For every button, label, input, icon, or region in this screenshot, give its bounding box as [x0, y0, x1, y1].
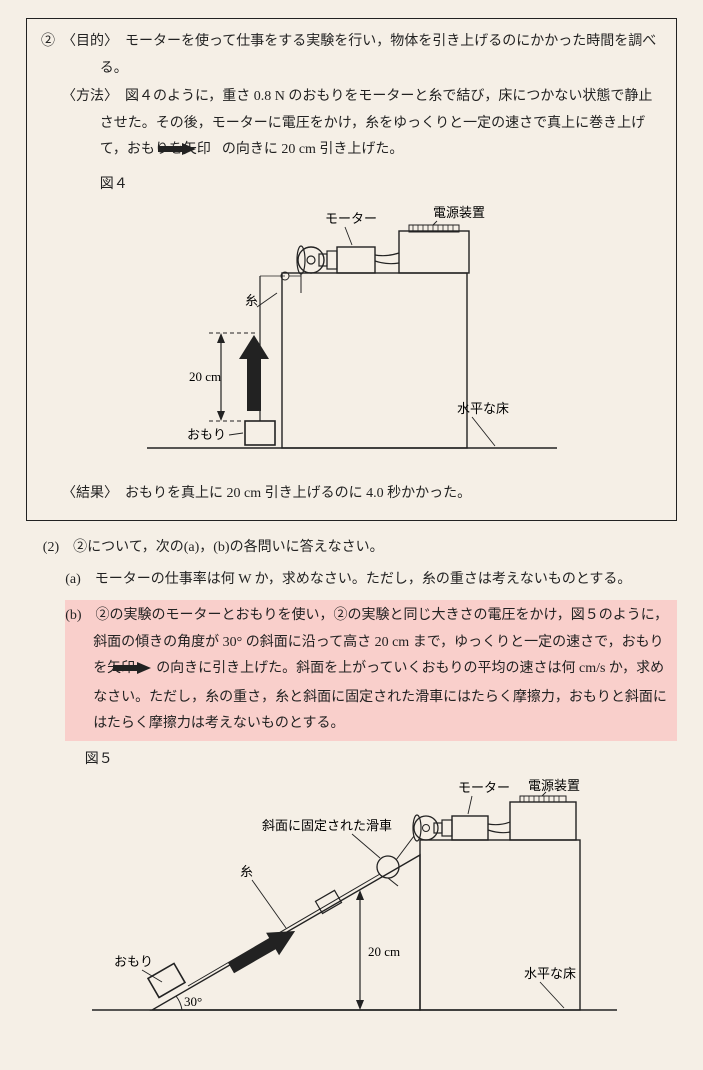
fig5-thread-label: 糸 — [240, 864, 253, 879]
fig5-power-label: 電源装置 — [528, 778, 580, 793]
purpose-text: モーターを使って仕事をする実験を行い，物体を引き上げるのにかかった時間を調べる。 — [100, 34, 657, 76]
q2-a: (a) モーターの仕事率は何 W か，求めなさい。ただし，糸の重さは考えないもの… — [65, 567, 677, 594]
result-text: おもりを真上に 20 cm 引き上げるのに 4.0 秒かかった。 — [125, 486, 471, 501]
figure-5: モーター 電源装置 斜面に固定された滑車 糸 20 cm 水平な床 おもり 30… — [26, 778, 677, 1039]
method-label: 〈方法〉 — [69, 89, 111, 104]
fig5-dist-label: 20 cm — [368, 944, 400, 959]
arrow-right-icon — [141, 658, 151, 685]
method-text-2: の向きに 20 cm 引き上げた。 — [222, 142, 404, 157]
question-2-block: (2) ②について，次の(a)，(b)の各問いに答えなさい。 (a) モーターの… — [26, 535, 677, 774]
fig4-weight-label: おもり — [187, 427, 226, 442]
q2-line: (2) ②について，次の(a)，(b)の各問いに答えなさい。 — [43, 535, 677, 562]
fig5-floor-label: 水平な床 — [524, 966, 576, 981]
fig5-weight-label: おもり — [114, 954, 153, 969]
fig4-dist-label: 20 cm — [189, 369, 221, 384]
fig5-angle-label: 30° — [184, 994, 202, 1009]
fig4-floor-label: 水平な床 — [457, 401, 509, 416]
result-label: 〈結果〉 — [69, 486, 111, 501]
figure-4: モーター 電源装置 糸 20 cm 水平な床 おもり — [41, 203, 662, 474]
purpose-line: ② 〈目的〉 モーターを使って仕事をする実験を行い，物体を引き上げるのにかかった… — [41, 29, 662, 82]
fig4-power-label: 電源装置 — [433, 205, 485, 220]
fig4-label: 図４ — [100, 172, 662, 199]
fig5-label: 図５ — [85, 747, 677, 774]
fig5-pulley-label: 斜面に固定された滑車 — [262, 818, 392, 833]
q2-b-post: の向きに引き上げた。斜面を上がっていくおもりの平均の速さは何 cm/s か，求め… — [93, 661, 667, 731]
q2-b: (b) ②の実験のモーターとおもりを使い，②の実験と同じ大きさの電圧をかけ，図５… — [65, 600, 677, 741]
fig5-motor-label: モーター — [458, 780, 510, 795]
circle-number: ② — [41, 34, 55, 49]
experiment-box: ② 〈目的〉 モーターを使って仕事をする実験を行い，物体を引き上げるのにかかった… — [26, 18, 677, 521]
purpose-label: 〈目的〉 — [69, 34, 111, 49]
method-line: 〈方法〉 図４のように，重さ 0.8 N のおもりをモーターと糸で結び，床につか… — [41, 84, 662, 166]
fig4-motor-label: モーター — [325, 211, 377, 226]
fig4-thread-label: 糸 — [245, 293, 258, 308]
result-line: 〈結果〉 おもりを真上に 20 cm 引き上げるのに 4.0 秒かかった。 — [41, 481, 662, 508]
